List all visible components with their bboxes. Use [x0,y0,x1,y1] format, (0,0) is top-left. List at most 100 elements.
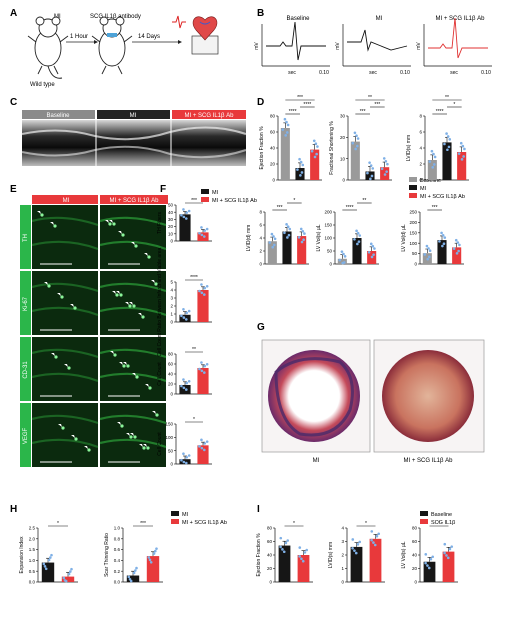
data-point [205,285,209,288]
heart-echo-icon [191,16,219,55]
fluor-header-treated-bg [100,195,168,204]
data-point [149,560,153,564]
y-tick-label: 150 [165,422,173,427]
data-point [448,138,452,141]
arrowhead-marker [123,362,127,365]
data-point [185,388,188,391]
fluor-row-label-bg [20,205,31,269]
data-point [203,293,206,296]
data-point [43,565,47,568]
data-point [203,371,206,374]
heart-section-treated [382,350,474,442]
sig-label: **** [346,205,354,211]
y-tick-label: 80 [270,114,276,119]
arrowhead-marker [105,220,109,223]
data-point [351,141,355,145]
fluor-cell [132,304,136,308]
ecg-xtick: 0.10 [481,70,491,76]
data-point [366,171,369,175]
data-point [358,540,362,544]
data-point [445,132,448,135]
arrowhead-marker [117,422,121,425]
arrowhead-marker [109,220,113,223]
data-point [373,247,376,250]
data-point [354,551,358,555]
heart-section-mi [268,350,360,442]
data-point [203,448,206,452]
arrowhead-marker [51,353,55,356]
bar [369,538,382,582]
fluor-cell [47,284,51,288]
sig-label: *** [374,102,380,108]
data-point [299,160,303,164]
y-tick-label: 0 [341,580,344,585]
sig-label: ** [445,95,449,101]
data-point [370,530,374,533]
data-point [281,548,284,551]
bar [350,546,363,582]
data-point [450,545,454,548]
arrowhead-marker [143,444,147,447]
data-point [271,245,275,249]
y-tick-label: 50 [412,251,418,256]
data-point [386,162,389,166]
y-tick-label: 8 [259,210,262,215]
data-point [341,261,345,265]
sig-label: ** [362,198,366,204]
y-tick-label: 0 [272,178,275,183]
legend-d-swatch [409,193,417,198]
data-point [182,460,186,464]
y-axis-label: Cell Count [157,432,163,456]
legend-d-swatch [409,177,417,182]
data-point [372,541,375,544]
data-point [369,164,373,167]
data-point [427,255,431,259]
ecg-title: MI + SCG IL1β Ab [436,16,486,22]
fluor-cell [148,386,152,390]
data-point [198,367,201,371]
data-point [180,384,183,388]
y-tick-label: 8 [419,114,422,119]
legend-d-label: Baseline [420,178,441,184]
arrowhead-marker [139,444,143,447]
data-point [423,253,427,256]
sig-label: *** [140,521,146,527]
data-point [286,236,289,239]
data-point [358,234,362,237]
chart-E2: 0 1 2 3 4 5 Cell Count Ratio Between Infarct a… [157,247,212,356]
fluor-cell [60,295,64,299]
y-tick-label: 50 [168,203,174,208]
arrowhead-marker [118,231,122,234]
data-point [459,141,463,145]
bar [423,561,436,582]
y-axis-label: TH Fibers [157,212,163,234]
data-point [372,253,375,256]
data-point [132,571,136,575]
sig-label: **** [289,109,297,115]
y-tick-label: 20 [168,224,174,229]
data-point [152,552,156,555]
data-point [427,247,430,250]
data-point [279,536,283,540]
bar [197,445,209,464]
data-point [305,548,309,552]
data-point [462,155,465,158]
panel-g-histology: MI MI + SCG IL1β Ab [261,339,485,464]
fluor-texture [31,414,99,449]
bar [310,149,320,180]
infarct-wall-mi [274,357,354,437]
data-point [300,240,304,244]
data-point [298,555,301,558]
y-tick-label: 40 [270,146,276,151]
data-point [460,158,464,161]
y-axis-label: LV Vol(s) µL [316,224,322,251]
arrowhead-marker [70,304,74,307]
y-tick-label: 0 [419,178,422,183]
y-tick-label: 4 [419,146,422,151]
data-point [180,314,183,318]
data-point [441,233,445,237]
data-point [443,236,447,239]
fluor-cell [119,293,123,297]
fluor-cell [126,364,130,368]
arrowhead-marker [132,373,136,376]
